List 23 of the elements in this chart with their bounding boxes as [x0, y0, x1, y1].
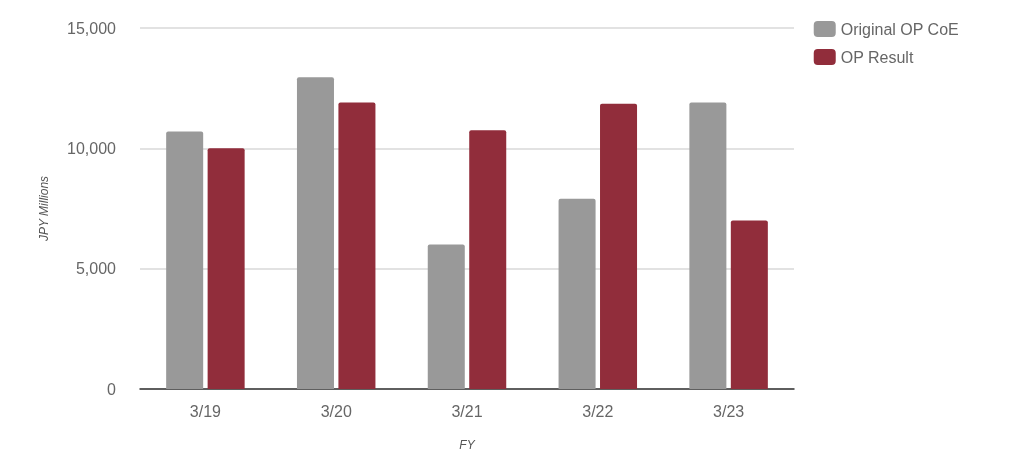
bar — [600, 103, 638, 389]
y-axis-title: JPY Millions — [37, 175, 51, 243]
y-tick-label: 0 — [107, 380, 117, 398]
bar — [427, 244, 465, 389]
bar — [469, 130, 507, 389]
bar — [730, 220, 768, 389]
y-tick-label: 5,000 — [75, 260, 117, 278]
x-tick-label: 3/22 — [582, 402, 614, 420]
bar — [207, 148, 245, 389]
x-axis-title: FY — [459, 438, 476, 452]
bar — [296, 77, 334, 389]
x-tick-label: 3/21 — [451, 402, 483, 420]
y-tick-label: 10,000 — [67, 139, 117, 157]
bar — [338, 102, 376, 389]
bar — [166, 131, 204, 389]
x-tick-label: 3/23 — [713, 402, 745, 420]
legend-label: Original OP CoE — [840, 20, 959, 38]
bar — [558, 198, 596, 389]
legend-label: OP Result — [840, 48, 914, 66]
bar — [689, 102, 727, 389]
x-tick-label: 3/20 — [320, 402, 352, 420]
y-tick-label: 15,000 — [67, 19, 117, 37]
x-tick-label: 3/19 — [189, 402, 222, 420]
